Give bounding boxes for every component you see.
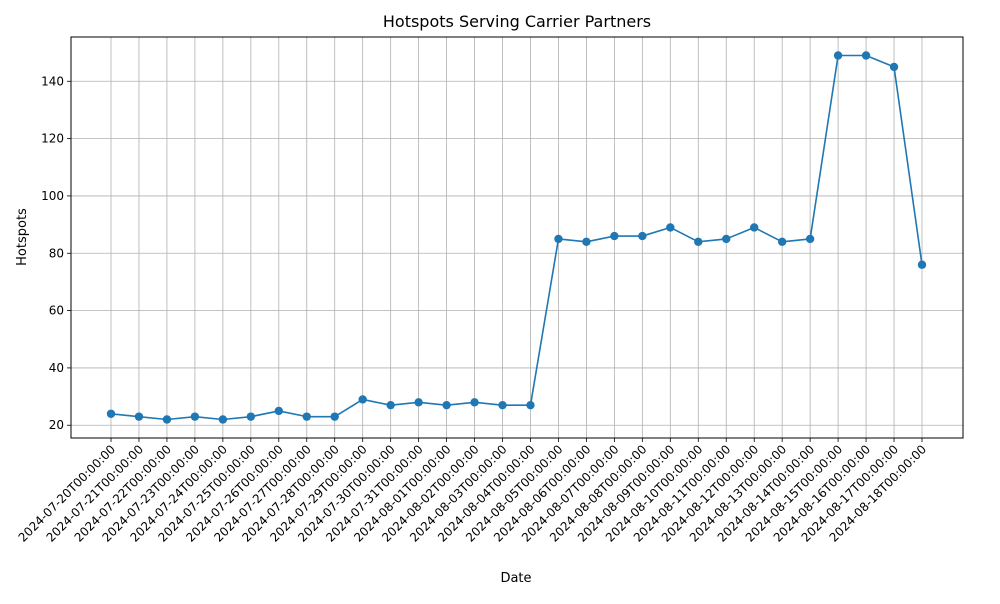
data-point	[805, 234, 815, 244]
data-point	[386, 400, 395, 410]
y-tick-label: 140	[41, 74, 64, 88]
y-tick-label: 120	[41, 132, 64, 146]
y-tick-label: 20	[49, 418, 64, 432]
data-point	[917, 260, 927, 269]
data-point	[638, 231, 647, 241]
data-point	[498, 400, 507, 410]
data-point	[610, 231, 619, 241]
data-point	[861, 51, 871, 60]
data-point	[722, 234, 731, 244]
data-point	[554, 234, 563, 244]
data-point	[442, 400, 451, 410]
data-point	[162, 415, 172, 424]
data-point	[274, 406, 283, 416]
data-point	[833, 51, 843, 60]
y-tick-label: 40	[49, 361, 64, 375]
data-point	[190, 412, 200, 421]
data-point	[134, 412, 144, 421]
data-point	[694, 237, 703, 246]
grid	[71, 37, 963, 438]
data-point	[106, 409, 116, 418]
y-axis-label: Hotspots	[15, 208, 30, 266]
data-point	[470, 398, 479, 407]
y-tick-label: 80	[49, 246, 64, 260]
data-point	[246, 412, 256, 421]
data-point	[414, 398, 423, 407]
data-point	[750, 223, 759, 232]
y-tick-label: 60	[49, 304, 64, 318]
data-point	[889, 62, 899, 72]
plot-frame	[70, 36, 964, 439]
chart-title: Hotspots Serving Carrier Partners	[383, 12, 651, 31]
x-axis-label: Date	[500, 571, 531, 586]
data-point	[526, 400, 535, 410]
y-tick-label: 100	[41, 189, 64, 203]
data-point	[358, 395, 367, 404]
data-point	[330, 412, 339, 421]
data-point	[302, 412, 311, 421]
data-point	[666, 223, 675, 232]
series-line	[110, 54, 923, 421]
data-point	[777, 237, 787, 246]
data-point	[582, 237, 591, 246]
series-layer	[106, 51, 927, 424]
data-point	[218, 415, 228, 424]
y-axis-ticks: 20 40 60 80 100 120 140	[41, 74, 71, 432]
